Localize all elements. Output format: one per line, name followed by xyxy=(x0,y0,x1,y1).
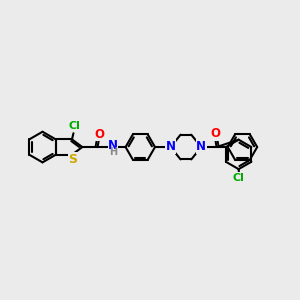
Text: N: N xyxy=(196,140,206,153)
Text: H: H xyxy=(109,147,117,157)
Text: S: S xyxy=(68,153,77,166)
Text: N: N xyxy=(166,140,176,153)
Text: Cl: Cl xyxy=(68,121,80,131)
Text: Cl: Cl xyxy=(233,173,244,183)
Text: O: O xyxy=(210,127,220,140)
Text: O: O xyxy=(94,128,104,141)
Text: N: N xyxy=(108,139,118,152)
